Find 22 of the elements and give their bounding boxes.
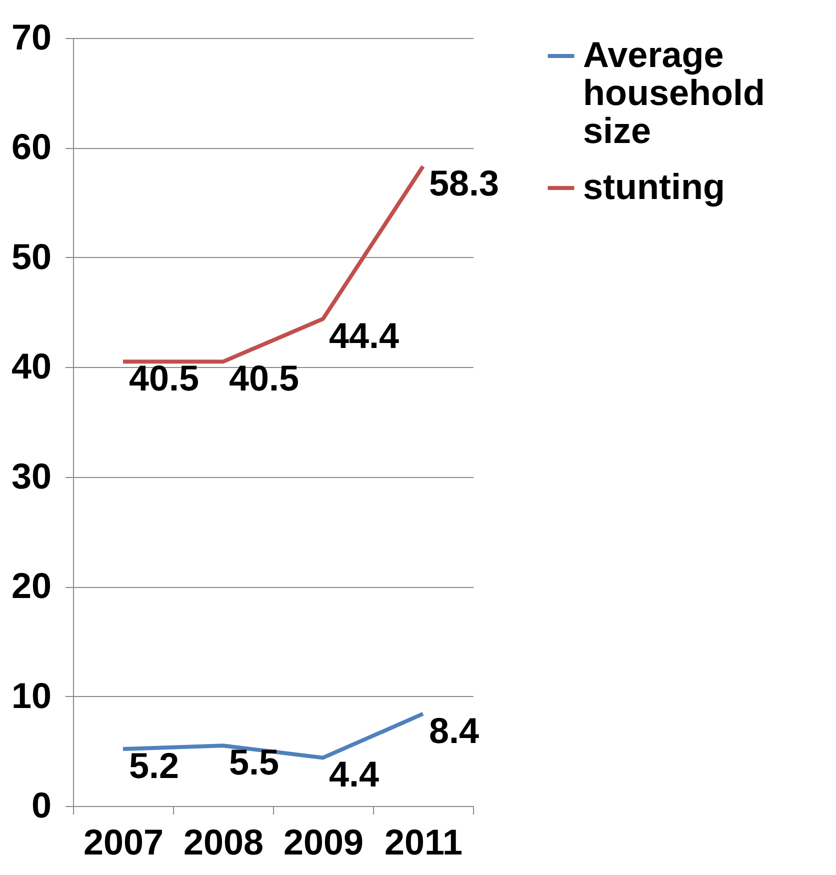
data-label: 44.4 [329, 314, 400, 356]
data-label: 5.5 [229, 742, 280, 783]
x-tick-label: 2011 [384, 822, 463, 862]
x-tick-label: 2007 [83, 822, 164, 862]
legend-label: stunting [583, 166, 725, 207]
x-tick-label: 2008 [183, 822, 264, 862]
y-tick-label: 60 [11, 126, 52, 168]
data-label: 58.3 [429, 162, 500, 204]
y-tick-label: 70 [11, 16, 52, 58]
data-label: 8.4 [429, 710, 480, 751]
data-label: 4.4 [329, 754, 380, 795]
x-tick-label: 2009 [283, 822, 364, 862]
data-label: 5.2 [129, 744, 180, 786]
legend-label: Average household size [583, 34, 765, 151]
data-label: 40.5 [229, 358, 300, 399]
y-tick-label: 20 [11, 565, 52, 606]
y-tick-label: 10 [11, 674, 52, 716]
y-tick-label: 50 [11, 236, 52, 277]
y-tick-label: 40 [11, 346, 52, 387]
y-tick-label: 0 [31, 784, 52, 826]
y-tick-label: 30 [11, 455, 52, 496]
data-label: 40.5 [129, 358, 200, 399]
